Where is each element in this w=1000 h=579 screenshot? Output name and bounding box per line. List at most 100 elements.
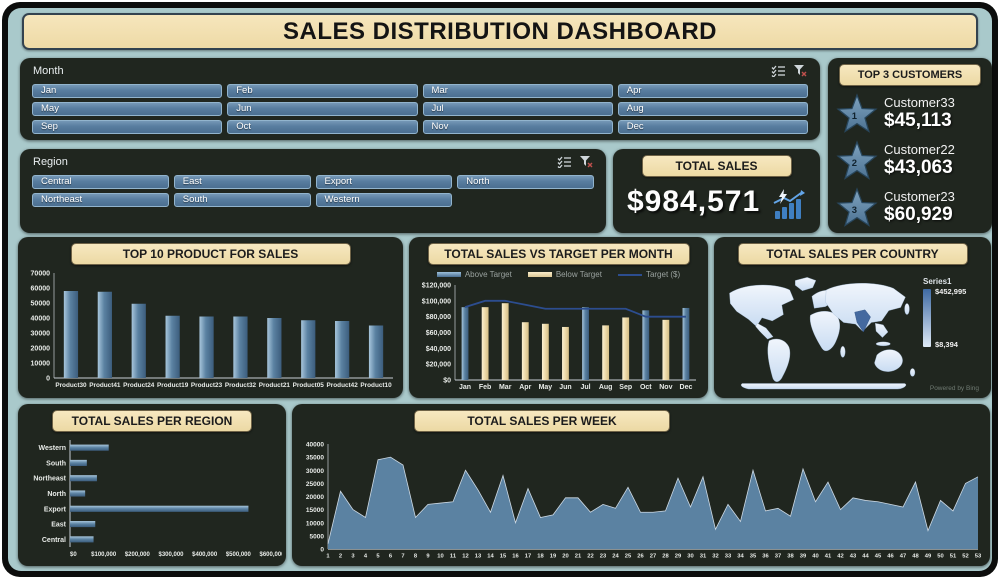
slicer-button-nov[interactable]: Nov	[422, 120, 613, 134]
slicer-button-south[interactable]: South	[173, 193, 311, 207]
clear-filter-icon[interactable]	[794, 65, 807, 77]
svg-text:38: 38	[787, 554, 794, 560]
slicer-button-aug[interactable]: Aug	[617, 102, 808, 116]
customer-row: 1 Customer33 $45,113	[836, 90, 984, 137]
total-sales-panel: TOTAL SALES $984,571	[613, 149, 820, 233]
sales-per-country-panel: TOTAL SALES PER COUNTRY	[714, 237, 991, 398]
svg-text:25000: 25000	[306, 481, 324, 488]
below-target-swatch	[527, 272, 552, 277]
slicer-button-jun[interactable]: Jun	[227, 102, 418, 116]
slicer-button-sep[interactable]: Sep	[32, 120, 223, 134]
slicer-button-north[interactable]: North	[457, 175, 594, 189]
slicer-button-feb[interactable]: Feb	[227, 84, 418, 98]
customer-name: Customer22	[884, 142, 955, 157]
sales-per-week-chart[interactable]: 0 5000 10000 15000 20000 25000 30000 35000 40000…	[296, 438, 986, 562]
svg-text:East: East	[51, 522, 66, 529]
page-title: SALES DISTRIBUTION DASHBOARD	[282, 17, 717, 45]
star-rank-3-icon: 3	[836, 186, 878, 227]
svg-text:Mar: Mar	[499, 384, 512, 391]
slicer-button-dec[interactable]: Dec	[617, 120, 808, 134]
svg-text:$500,000: $500,000	[226, 552, 252, 558]
slicer-button-oct[interactable]: Oct	[227, 120, 418, 134]
svg-text:0: 0	[46, 376, 50, 383]
map-attribution: Powered by Bing	[929, 385, 979, 392]
svg-text:30000: 30000	[31, 331, 51, 338]
multiselect-icon[interactable]	[557, 156, 572, 168]
sales-vs-target-chart[interactable]: $0 $20,000 $40,000 $60,000 $80,000 $100,000 $1…	[413, 281, 704, 394]
svg-text:21: 21	[575, 554, 582, 560]
svg-text:31: 31	[700, 554, 707, 560]
month-slicer-label: Month	[33, 65, 64, 77]
slicer-button-jul[interactable]: Jul	[422, 102, 613, 116]
svg-text:32: 32	[712, 554, 718, 560]
svg-text:8: 8	[414, 554, 418, 560]
multiselect-icon[interactable]	[771, 65, 786, 77]
customer-value: $43,063	[884, 157, 953, 178]
customer-name: Customer33	[884, 95, 955, 110]
svg-text:Jun: Jun	[559, 384, 571, 391]
svg-text:53: 53	[975, 554, 982, 560]
map-north-america	[729, 284, 794, 327]
svg-text:$400,000: $400,000	[192, 552, 218, 558]
world-map[interactable]	[720, 271, 926, 393]
clear-filter-icon[interactable]	[580, 156, 593, 168]
slicer-button-northeast[interactable]: Northeast	[32, 193, 169, 207]
top10-products-chart[interactable]: 0 10000 20000 30000 40000 50000 60000 70000 Prod…	[22, 269, 399, 394]
svg-text:50: 50	[937, 554, 943, 560]
slicer-button-mar[interactable]: Mar	[422, 84, 613, 98]
customer-value: $45,113	[884, 110, 952, 131]
total-sales-value: $984,571	[627, 185, 761, 218]
map-legend-title: Series1	[923, 277, 952, 286]
svg-text:Northeast: Northeast	[33, 476, 66, 483]
top-customers-header: TOP 3 CUSTOMERS	[839, 64, 981, 86]
svg-text:30: 30	[687, 554, 693, 560]
svg-text:52: 52	[962, 554, 968, 560]
customer-value: $60,929	[884, 204, 953, 225]
svg-text:1: 1	[852, 111, 857, 122]
region-slicer-panel: Region Central East Export North Northeast So…	[20, 149, 606, 233]
svg-text:10000: 10000	[306, 520, 324, 527]
svg-text:44: 44	[862, 554, 869, 560]
svg-text:45: 45	[875, 554, 882, 560]
slicer-button-may[interactable]: May	[32, 102, 223, 116]
svg-text:Product23: Product23	[191, 382, 223, 389]
map-legend-min: $8,394	[935, 340, 958, 349]
slicer-button-east[interactable]: East	[173, 175, 311, 189]
svg-text:17: 17	[525, 554, 531, 560]
svg-text:Jan: Jan	[459, 384, 471, 391]
region-slicer-buttons: Central East Export North Northeast South West…	[32, 175, 594, 207]
svg-text:Product10: Product10	[360, 382, 392, 389]
slicer-button-jan[interactable]: Jan	[32, 84, 223, 98]
month-slicer-buttons: Jan Feb Mar Apr May Jun Jul Aug Sep Oct Nov Dec	[32, 84, 808, 134]
svg-text:Product21: Product21	[259, 382, 291, 389]
svg-text:Export: Export	[44, 506, 67, 513]
svg-text:7: 7	[401, 554, 404, 560]
slicer-button-apr[interactable]: Apr	[617, 84, 808, 98]
map-southeast-asia	[875, 323, 889, 338]
region-slicer-label: Region	[33, 156, 68, 168]
svg-text:34: 34	[737, 554, 744, 560]
map-africa	[809, 311, 840, 351]
svg-text:$0: $0	[443, 378, 451, 385]
svg-text:Jul: Jul	[580, 384, 590, 391]
svg-text:10: 10	[437, 554, 443, 560]
svg-text:43: 43	[850, 554, 857, 560]
svg-text:Product42: Product42	[327, 382, 359, 389]
svg-text:$0: $0	[70, 552, 77, 558]
svg-text:42: 42	[837, 554, 843, 560]
svg-text:41: 41	[825, 554, 832, 560]
svg-text:37: 37	[775, 554, 781, 560]
map-new-zealand	[909, 368, 916, 377]
slicer-button-western[interactable]: Western	[315, 193, 453, 207]
svg-text:12: 12	[462, 554, 468, 560]
slicer-button-central[interactable]: Central	[32, 175, 169, 189]
svg-text:35000: 35000	[306, 455, 324, 462]
slicer-button-export[interactable]: Export	[315, 175, 453, 189]
svg-text:Product24: Product24	[123, 382, 155, 389]
sales-per-region-chart[interactable]: $0 $100,000 $200,000 $300,000 $400,000 $500,0…	[22, 436, 285, 562]
top10-products-title: TOP 10 PRODUCT FOR SALES	[70, 243, 351, 265]
svg-text:South: South	[46, 460, 66, 467]
svg-text:Apr: Apr	[519, 384, 531, 391]
sales-growth-icon	[773, 189, 805, 219]
